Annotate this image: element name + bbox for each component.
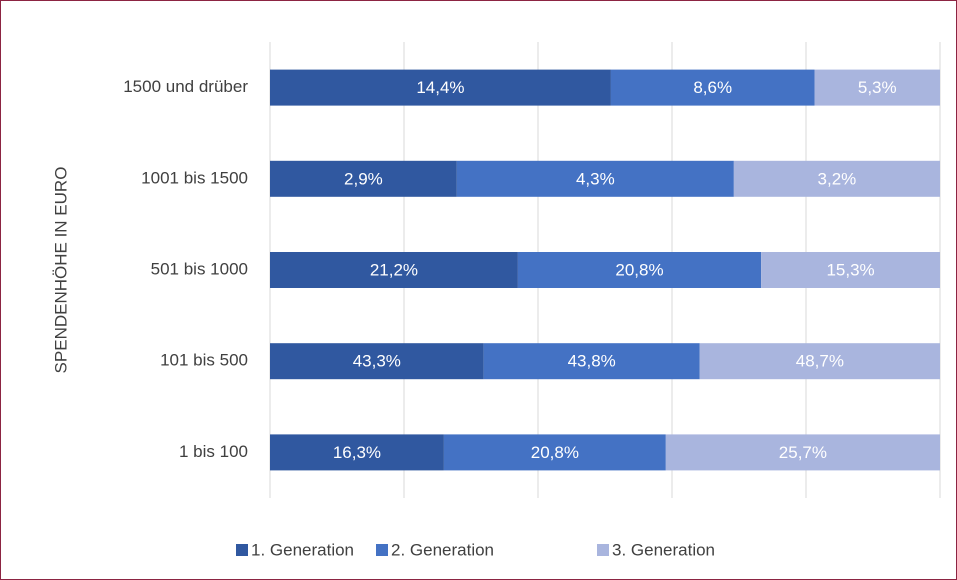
data-label: 14,4% [416, 78, 464, 97]
bar-segment [270, 343, 484, 380]
data-label: 15,3% [826, 260, 874, 279]
legend-label: 2. Generation [391, 540, 494, 559]
legend-swatch [597, 544, 609, 556]
data-label: 43,3% [353, 352, 401, 371]
data-label: 4,3% [576, 169, 615, 188]
legend-swatch [236, 544, 248, 556]
data-label: 3,2% [818, 169, 857, 188]
data-label: 5,3% [858, 78, 897, 97]
bar-segment [483, 343, 700, 380]
y-tick-label: 101 bis 500 [160, 351, 248, 370]
data-label: 16,3% [333, 443, 381, 462]
bar-segment [610, 69, 815, 106]
legend-swatch [376, 544, 388, 556]
bar-segment [814, 69, 940, 106]
bar-segment [699, 343, 940, 380]
bar-segment [443, 434, 666, 471]
bar-segment [270, 160, 457, 197]
y-tick-label: 1500 und drüber [123, 77, 248, 96]
bar-segment [270, 434, 444, 471]
bar-segment [517, 252, 762, 288]
bar-segment [270, 69, 611, 106]
data-label: 2,9% [344, 169, 383, 188]
legend-label: 3. Generation [612, 540, 715, 559]
bar-segment [665, 434, 940, 471]
y-tick-label: 501 bis 1000 [151, 259, 248, 278]
data-label: 21,2% [370, 260, 418, 279]
y-tick-label: 1 bis 100 [179, 442, 248, 461]
data-label: 48,7% [796, 352, 844, 371]
y-tick-label: 1001 bis 1500 [141, 168, 248, 187]
data-label: 8,6% [693, 78, 732, 97]
y-axis-label: SPENDENHÖHE IN EURO [51, 167, 70, 374]
data-label: 20,8% [615, 260, 663, 279]
data-label: 43,8% [568, 352, 616, 371]
legend-label: 1. Generation [251, 540, 354, 559]
bar-segment [761, 252, 940, 288]
data-label: 20,8% [531, 443, 579, 462]
bar-segment [733, 160, 940, 197]
data-label: 25,7% [779, 443, 827, 462]
bar-segment [456, 160, 734, 197]
bar-segment [270, 252, 518, 288]
